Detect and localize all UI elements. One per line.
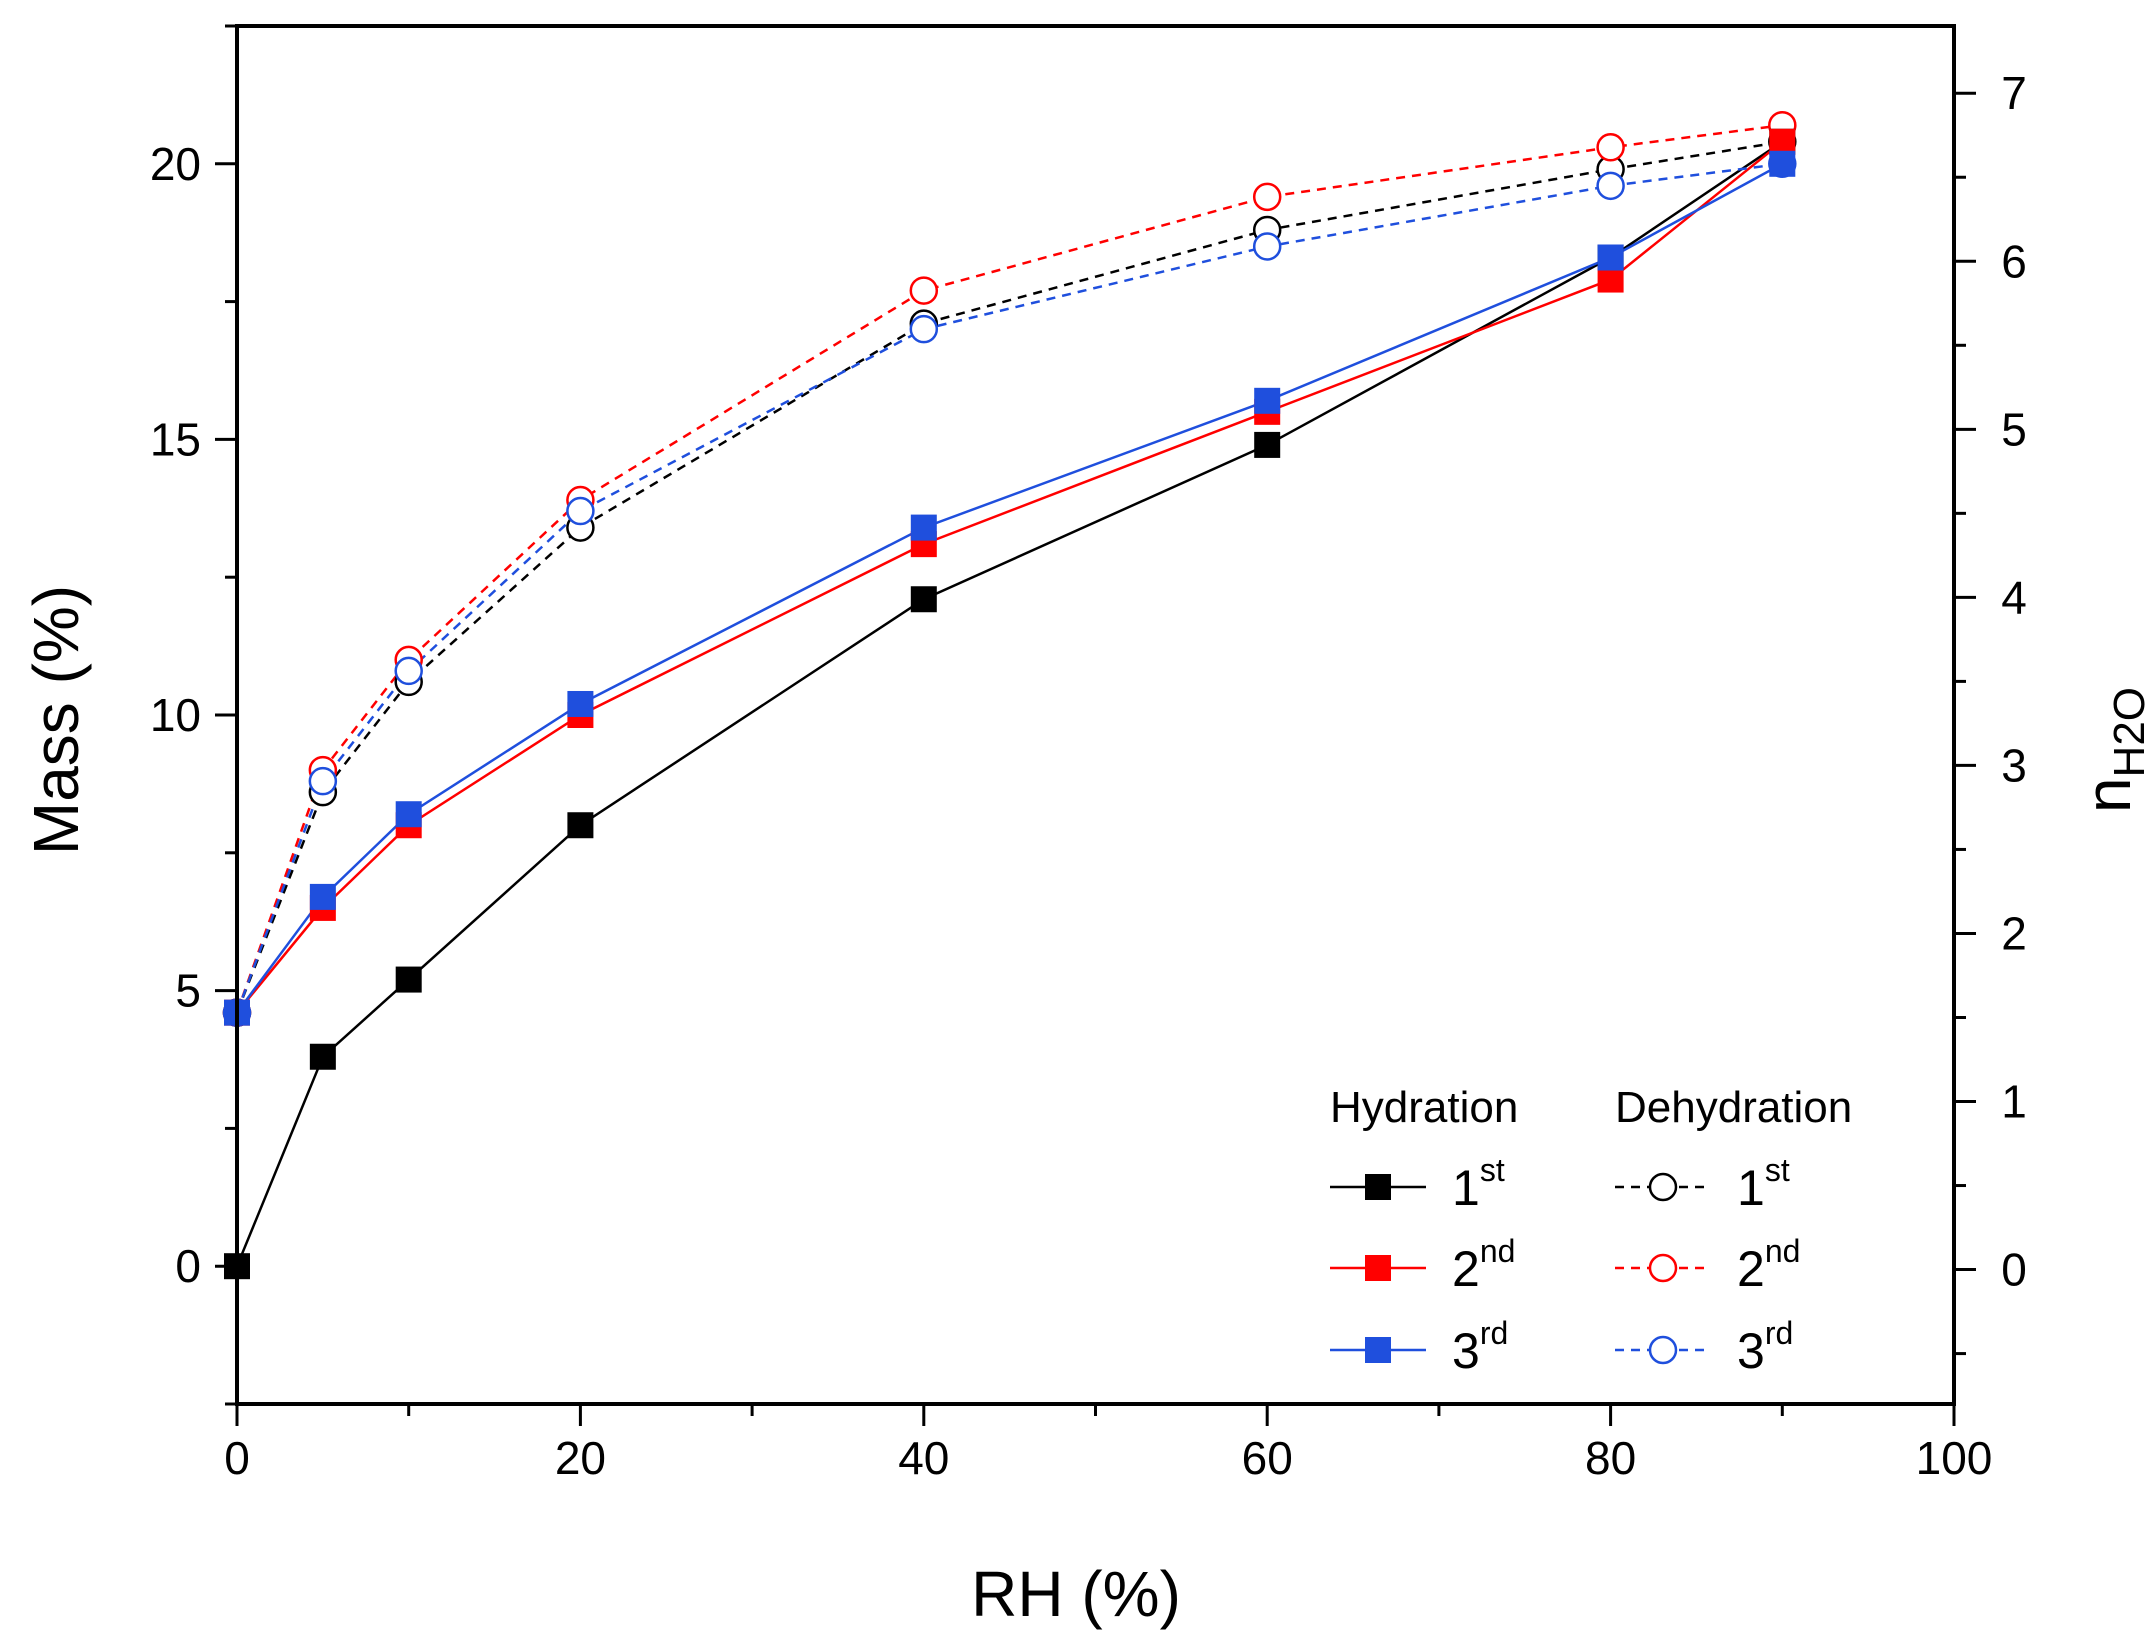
legend-marker bbox=[1648, 1253, 1678, 1283]
y2-axis-title: nH2O bbox=[2072, 687, 2145, 813]
y-tick-label: 10 bbox=[150, 689, 201, 741]
y-tick-label: 15 bbox=[150, 413, 201, 465]
data-point bbox=[1252, 232, 1282, 261]
legend-marker bbox=[1365, 1337, 1391, 1363]
legend-label-suffix: nd bbox=[1480, 1233, 1516, 1269]
data-point bbox=[394, 656, 423, 686]
series-line bbox=[235, 140, 1783, 1267]
y2-tick-label: 2 bbox=[2001, 907, 2027, 959]
legend-label-suffix: st bbox=[1480, 1152, 1505, 1188]
data-point bbox=[1252, 182, 1282, 212]
data-point bbox=[909, 276, 939, 305]
y2-tick-label: 4 bbox=[2001, 571, 2027, 623]
plot-frame bbox=[235, 24, 1956, 1406]
legend-label-suffix: rd bbox=[1480, 1315, 1508, 1351]
series-line bbox=[235, 123, 1783, 1014]
legend-marker bbox=[1365, 1174, 1391, 1200]
legend-label: 2nd bbox=[1452, 1233, 1515, 1297]
legend-label-suffix: st bbox=[1765, 1152, 1790, 1188]
y2-axis-title-sub: H2O bbox=[2105, 687, 2145, 777]
data-point bbox=[1597, 244, 1624, 271]
data-point bbox=[567, 812, 594, 839]
data-point bbox=[910, 586, 937, 613]
series-markers bbox=[222, 110, 1797, 1280]
data-point bbox=[309, 883, 336, 910]
data-point bbox=[309, 1043, 336, 1070]
data-point bbox=[308, 766, 338, 796]
legend-label-suffix: nd bbox=[1765, 1233, 1801, 1269]
series-line bbox=[235, 140, 1783, 1014]
series-line bbox=[236, 140, 1784, 1014]
data-point bbox=[1596, 133, 1625, 162]
data-point bbox=[910, 514, 937, 541]
y2-tick-label: 6 bbox=[2001, 235, 2027, 287]
data-point bbox=[1769, 150, 1796, 177]
y-axis-title: Mass (%) bbox=[20, 585, 92, 855]
data-point bbox=[1769, 128, 1796, 155]
y2-tick-label: 1 bbox=[2001, 1076, 2027, 1128]
legend-marker bbox=[1365, 1255, 1391, 1281]
legend-marker bbox=[1648, 1172, 1678, 1202]
series-lines bbox=[235, 123, 1784, 1267]
x-tick-label: 60 bbox=[1242, 1432, 1293, 1484]
legend-label-suffix: rd bbox=[1765, 1315, 1793, 1351]
data-point bbox=[567, 690, 594, 717]
data-point bbox=[1596, 171, 1625, 201]
legend: Hydration Dehydration 1st 2nd 3rd 1st 2nd 3rd bbox=[1330, 1083, 1852, 1379]
data-point bbox=[1254, 431, 1281, 458]
y-tick-label: 0 bbox=[175, 1240, 201, 1292]
legend-label: 1st bbox=[1737, 1152, 1790, 1216]
legend-label: 3rd bbox=[1737, 1315, 1793, 1379]
series-line bbox=[235, 162, 1783, 1014]
x-tick-label: 20 bbox=[555, 1432, 606, 1484]
x-tick-label: 100 bbox=[1916, 1432, 1993, 1484]
x-tick-label: 0 bbox=[224, 1432, 250, 1484]
legend-label: 2nd bbox=[1737, 1233, 1800, 1297]
y2-tick-label: 0 bbox=[2001, 1244, 2027, 1296]
legend-label: 3rd bbox=[1452, 1315, 1508, 1379]
legend-label: 1st bbox=[1452, 1152, 1505, 1216]
legend-header-hydration: Hydration bbox=[1330, 1083, 1518, 1132]
y2-tick-label: 5 bbox=[2001, 403, 2027, 455]
data-point bbox=[395, 801, 422, 828]
y-tick-label: 5 bbox=[175, 965, 201, 1017]
x-tick-label: 80 bbox=[1585, 1432, 1636, 1484]
y-tick-label: 20 bbox=[150, 138, 201, 190]
legend-marker bbox=[1648, 1335, 1678, 1365]
data-point bbox=[1254, 387, 1281, 414]
data-point bbox=[1597, 266, 1624, 293]
data-point bbox=[395, 966, 422, 993]
axes: 0 20 40 60 80 100 0 5 10 15 20 0 1 2 3 4 5 6 7 bbox=[150, 24, 2027, 1484]
y2-axis-title-main: n bbox=[2072, 777, 2144, 813]
y2-tick-label: 7 bbox=[2001, 67, 2027, 119]
data-point bbox=[909, 314, 939, 344]
x-tick-label: 40 bbox=[898, 1432, 949, 1484]
x-axis-title: RH (%) bbox=[971, 1558, 1181, 1630]
y2-tick-label: 3 bbox=[2001, 739, 2027, 791]
series-line bbox=[235, 162, 1783, 1014]
legend-header-dehydration: Dehydration bbox=[1615, 1083, 1852, 1132]
data-point bbox=[566, 496, 595, 526]
